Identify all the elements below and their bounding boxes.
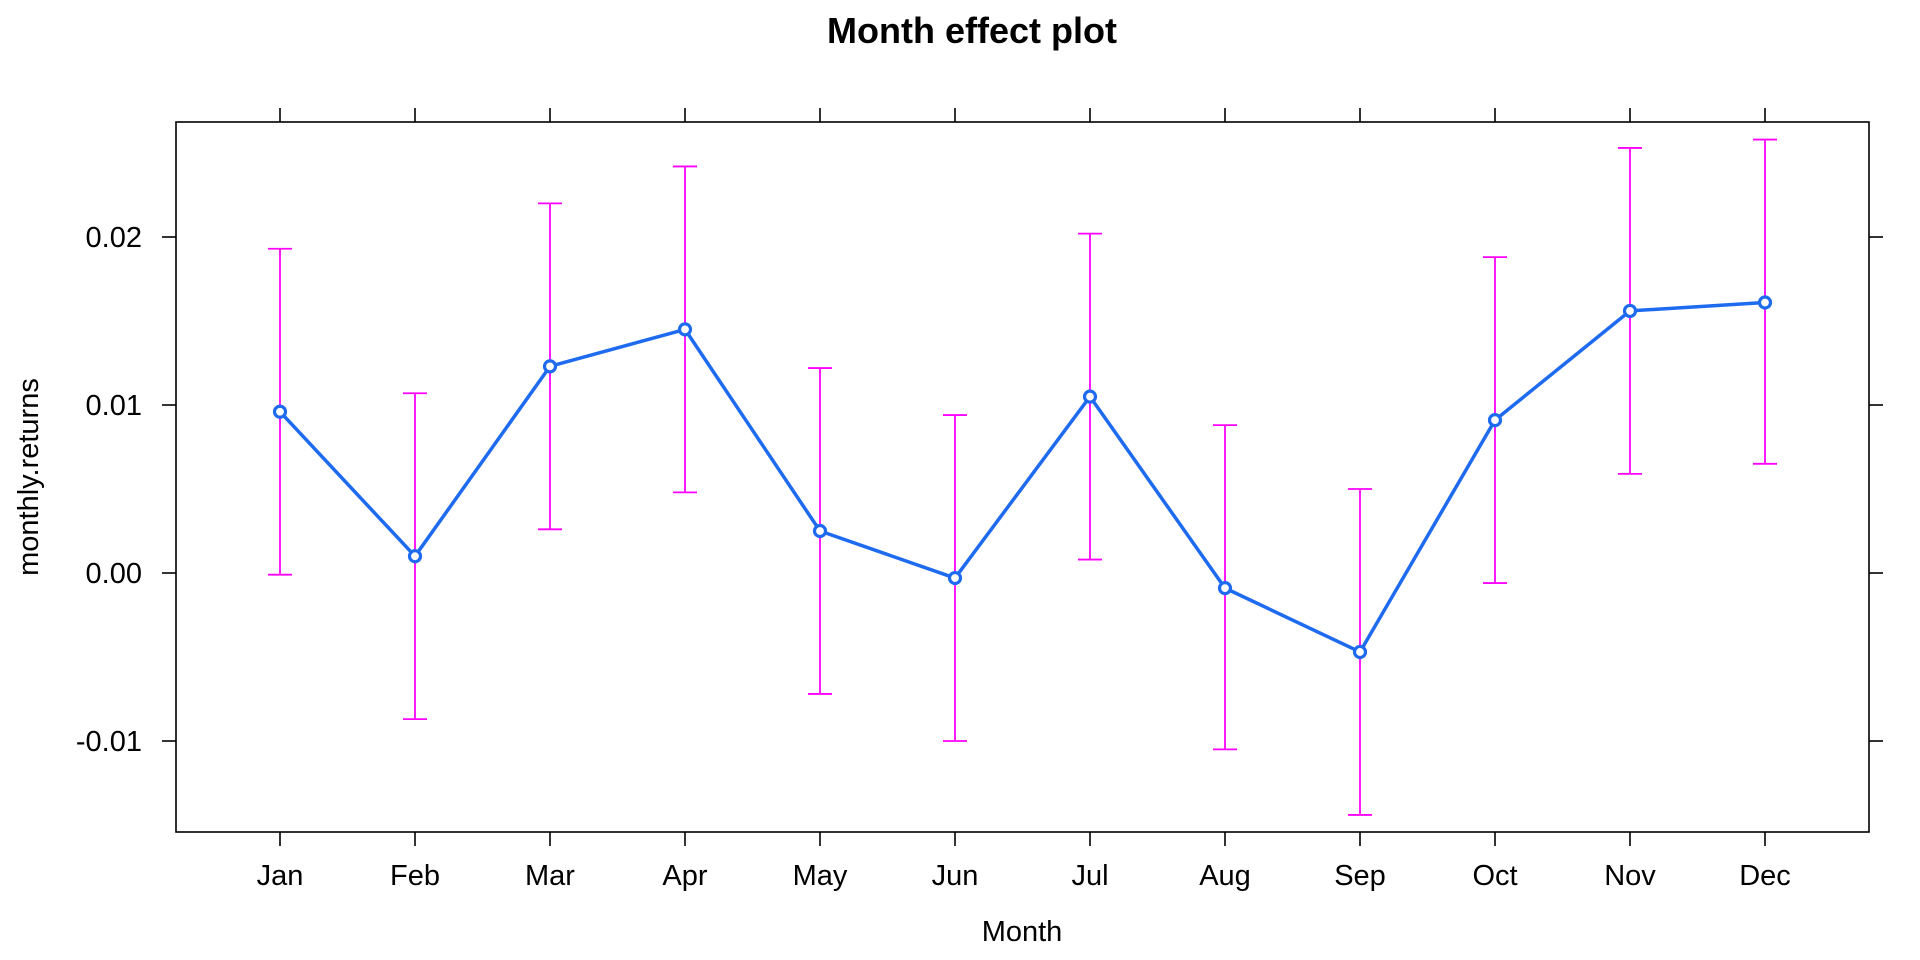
y-tick-label: 0.01: [86, 390, 142, 422]
x-tick-label: Jan: [257, 860, 304, 892]
x-tick-label: Nov: [1604, 860, 1656, 892]
series-polyline: [278, 300, 1766, 654]
x-tick-label: Sep: [1334, 860, 1386, 892]
data-point: [542, 359, 558, 374]
data-point: [1622, 303, 1638, 319]
x-tick-label: Feb: [390, 860, 440, 892]
series-line: [278, 300, 1766, 654]
error-bars: [268, 138, 1777, 816]
x-tick-label: Apr: [662, 860, 707, 892]
y-tick-labels: -0.01 0.00 0.01 0.02: [76, 222, 142, 758]
data-point: [407, 549, 423, 564]
data-point: [1217, 581, 1233, 596]
data-point: [947, 570, 963, 586]
x-tick-label: Mar: [525, 860, 575, 892]
y-tick-label: 0.02: [86, 222, 142, 254]
x-tick-label: Aug: [1199, 860, 1251, 892]
data-point: [677, 322, 693, 337]
data-point: [1352, 644, 1368, 660]
y-tick-label: -0.01: [76, 726, 142, 758]
data-point: [812, 523, 828, 539]
data-point: [1082, 389, 1098, 404]
y-tick-label: 0.00: [86, 558, 142, 590]
x-tick-label: May: [793, 860, 848, 892]
chart-title: Month effect plot: [827, 10, 1117, 51]
data-point: [1757, 295, 1773, 310]
x-axis-label: Month: [982, 916, 1063, 948]
axis-ticks: [162, 108, 1883, 846]
x-tick-label: Oct: [1472, 860, 1517, 892]
plot-frame: [175, 121, 1870, 833]
x-tick-label: Jun: [932, 860, 979, 892]
x-tick-label: Jul: [1071, 860, 1108, 892]
x-tick-label: Dec: [1739, 860, 1791, 892]
data-point: [272, 404, 288, 419]
data-point: [1487, 413, 1503, 428]
data-points: [272, 295, 1773, 660]
x-tick-labels: Jan Feb Mar Apr May Jun Jul Aug Sep Oct Nov Dec: [257, 860, 1791, 892]
y-axis-label: monthly.returns: [13, 378, 45, 576]
